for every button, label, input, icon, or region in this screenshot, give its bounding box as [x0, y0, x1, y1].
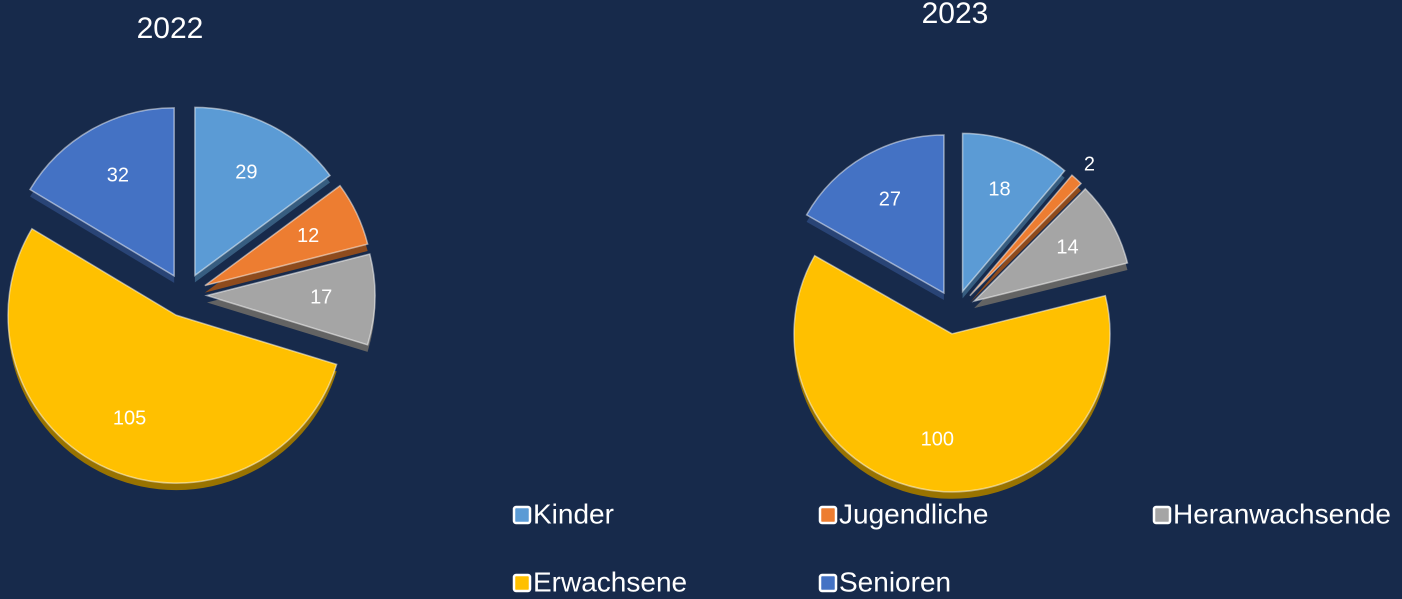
slice	[194, 106, 332, 277]
data-label: 17	[310, 287, 332, 309]
data-label: 2	[1084, 154, 1095, 176]
slice-group: 29	[194, 106, 332, 283]
slice	[204, 253, 376, 346]
legend-label: Heranwachsende	[1173, 498, 1391, 529]
legend-label: Jugendliche	[839, 498, 988, 529]
slice-group: 14	[971, 187, 1129, 309]
slice-group: 100	[793, 254, 1111, 499]
slice-group: 27	[805, 134, 945, 300]
slice	[805, 134, 945, 295]
slice	[7, 227, 338, 484]
legend-swatch	[512, 573, 532, 593]
slice	[971, 187, 1129, 303]
legend-label: Erwachsene	[533, 566, 687, 597]
slice	[793, 254, 1111, 493]
data-label: 100	[921, 429, 954, 451]
chart-title: 2022	[137, 12, 204, 45]
slice-group: 2	[969, 154, 1095, 303]
data-label: 105	[113, 408, 146, 430]
data-label: 32	[107, 165, 129, 187]
legend-swatch	[818, 573, 838, 593]
legend-label: Kinder	[533, 498, 614, 529]
legend-swatch	[818, 505, 838, 525]
slice-group: 32	[29, 107, 175, 283]
data-label: 18	[988, 179, 1010, 201]
slice-group: 12	[204, 184, 369, 293]
slice	[204, 184, 369, 287]
data-label: 14	[1056, 236, 1078, 258]
legend-label: Senioren	[839, 566, 951, 597]
slice-group: 105	[7, 227, 338, 491]
data-label: 12	[297, 225, 319, 247]
legend-swatch	[512, 505, 532, 525]
chart-title: 2023	[922, 0, 989, 30]
slice	[969, 174, 1083, 297]
slice-group: 18	[961, 132, 1066, 299]
slice	[961, 132, 1066, 294]
legend-swatch	[1152, 505, 1172, 525]
slice-group: 17	[204, 253, 376, 352]
slice	[29, 107, 175, 278]
data-label: 29	[235, 162, 257, 184]
data-label: 27	[879, 188, 901, 210]
